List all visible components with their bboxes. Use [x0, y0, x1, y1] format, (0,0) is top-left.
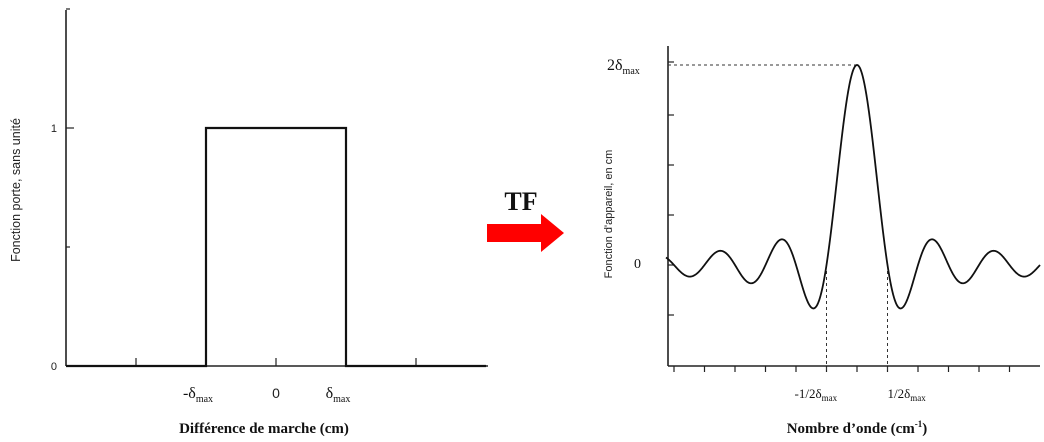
sinc-x-ticks: [673, 366, 1011, 372]
gate-y-tick-label: 1: [51, 123, 57, 135]
sinc-x-tick-label: 1/2δmax: [888, 386, 927, 403]
tf-label: TF: [504, 187, 537, 216]
sinc-xlabel-end: ): [922, 421, 927, 437]
gate-function-line: [66, 126, 486, 368]
peak-label-sub: max: [623, 66, 640, 77]
gate-x-ticks: [135, 358, 417, 366]
sinc-x-axis-label: Nombre d’onde (cm-1): [787, 419, 928, 437]
gate-x-tick-label: -δmax: [183, 385, 213, 405]
gate-y-ticks: 01: [51, 8, 74, 373]
gate-x-axis-label: Différence de marche (cm): [179, 421, 349, 437]
transform-indicator: TF: [487, 187, 564, 252]
gate-x-tick-labels: -δmax 0 δmax: [183, 385, 350, 405]
gate-chart: 01 -δmax 0 δmax Fonction porte, sans unité…: [9, 8, 488, 437]
gate-x-tick-label: δmax: [326, 385, 351, 405]
red-arrow-icon: [487, 214, 564, 252]
sinc-y-axis-label: Fonction d'appareil, en cm: [603, 150, 615, 279]
apparatus-function-curve: [665, 64, 1041, 310]
peak-label-main: 2δ: [607, 57, 623, 74]
sinc-y-ticks: [668, 61, 674, 316]
gate-x-tick-label: 0: [272, 385, 280, 401]
gate-y-axis-label: Fonction porte, sans unité: [9, 118, 23, 262]
sinc-y-zero-label: 0: [634, 257, 641, 272]
sinc-xlabel-sup: -1: [915, 419, 923, 429]
gate-y-tick-label: 0: [51, 361, 57, 373]
sinc-x-tick-label: -1/2δmax: [795, 386, 838, 403]
sinc-peak-label: 2δmax: [607, 57, 640, 77]
sinc-xlabel-main: Nombre d’onde (cm: [787, 421, 916, 437]
sinc-chart: Fonction d'appareil, en cm 0 2δmax -1/2δ…: [603, 46, 1041, 437]
sinc-x-tick-labels: -1/2δmax 1/2δmax: [795, 386, 927, 403]
